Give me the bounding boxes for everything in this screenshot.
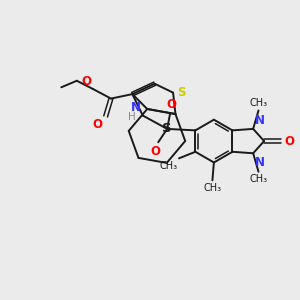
Text: N: N <box>255 113 265 127</box>
Text: O: O <box>284 135 294 148</box>
Text: CH₃: CH₃ <box>249 174 268 184</box>
Text: N: N <box>131 101 141 114</box>
Text: O: O <box>167 98 177 111</box>
Text: N: N <box>255 156 265 169</box>
Text: CH₃: CH₃ <box>249 98 268 108</box>
Text: O: O <box>151 145 161 158</box>
Text: O: O <box>92 118 102 131</box>
Text: CH₃: CH₃ <box>203 183 221 193</box>
Text: O: O <box>81 75 91 88</box>
Text: H: H <box>128 112 135 122</box>
Text: S: S <box>162 122 172 135</box>
Text: CH₃: CH₃ <box>159 161 178 171</box>
Text: S: S <box>177 86 185 99</box>
